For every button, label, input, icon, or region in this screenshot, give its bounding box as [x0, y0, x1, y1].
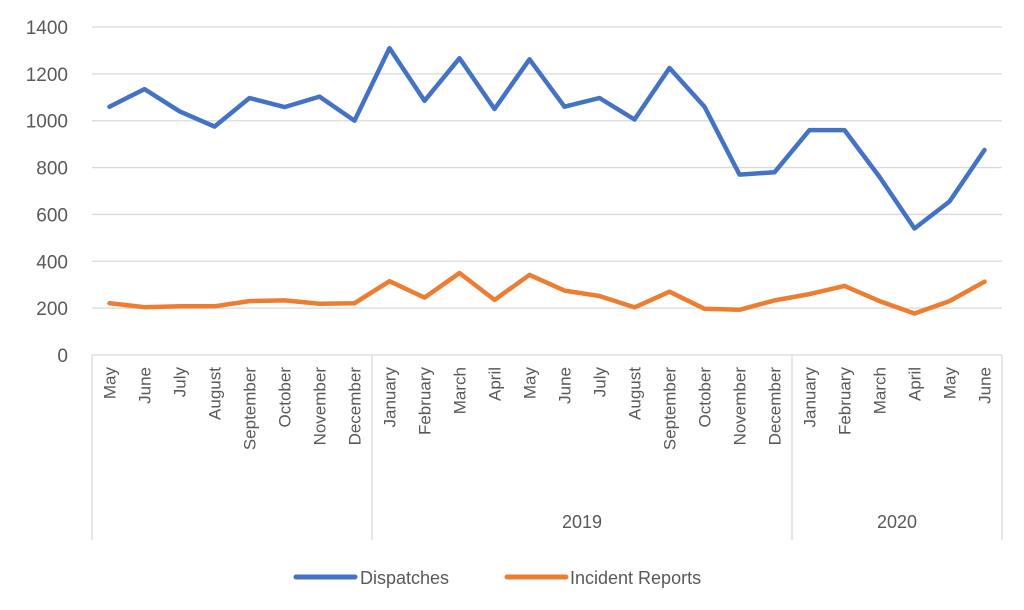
- y-tick-label: 1400: [26, 18, 68, 39]
- x-tick-label: February: [836, 367, 855, 436]
- x-tick-label: January: [801, 367, 820, 428]
- x-tick-label: February: [416, 367, 435, 436]
- x-tick-label: August: [626, 367, 645, 420]
- x-tick-label: June: [976, 367, 995, 404]
- y-tick-label: 400: [36, 252, 68, 273]
- x-tick-label: December: [766, 367, 785, 446]
- x-tick-label: January: [381, 367, 400, 428]
- series-line: [107, 45, 987, 231]
- y-tick-label: 1200: [26, 65, 68, 86]
- x-tick-label: May: [101, 367, 120, 400]
- legend-label: Dispatches: [360, 568, 449, 588]
- series-line: [107, 270, 987, 316]
- series-lines: [107, 45, 987, 316]
- x-tick-label: September: [661, 367, 680, 450]
- x-tick-label: September: [241, 367, 260, 450]
- x-tick-label: November: [311, 367, 330, 446]
- y-tick-label: 800: [36, 159, 68, 180]
- y-tick-label: 1000: [26, 112, 68, 133]
- x-tick-label: May: [521, 367, 540, 400]
- legend-item[interactable]: Incident Reports: [504, 568, 701, 588]
- x-tick-label: June: [136, 367, 155, 404]
- y-tick-label: 600: [36, 205, 68, 226]
- legend-item[interactable]: Dispatches: [293, 568, 449, 588]
- series-incident-reports: [107, 270, 987, 316]
- y-tick-label: 200: [36, 299, 68, 320]
- x-tick-label: March: [871, 367, 890, 414]
- gridlines: [92, 26, 1002, 309]
- year-group-label: 2019: [562, 512, 602, 532]
- x-tick-label: July: [171, 367, 190, 398]
- x-tick-label: July: [591, 367, 610, 398]
- y-tick-label: 0: [57, 346, 68, 367]
- legend[interactable]: Dispatches Incident Reports: [293, 568, 701, 588]
- x-tick-label: November: [731, 367, 750, 446]
- category-axis: May June July August September October Novembe…: [91, 354, 1003, 540]
- legend-label: Incident Reports: [570, 568, 701, 588]
- x-tick-label: December: [346, 367, 365, 446]
- x-tick-label: May: [941, 367, 960, 400]
- x-tick-label: October: [696, 367, 715, 428]
- series-dispatches: [107, 45, 987, 231]
- x-tick-label: April: [486, 367, 505, 401]
- year-group-label: 2020: [877, 512, 917, 532]
- x-tick-label: October: [276, 367, 295, 428]
- x-tick-label: August: [206, 367, 225, 420]
- x-tick-label: June: [556, 367, 575, 404]
- y-axis-ticks: 0 200 400 600 800 1000 1200 1400: [26, 18, 68, 367]
- x-tick-label: April: [906, 367, 925, 401]
- x-tick-label: March: [451, 367, 470, 414]
